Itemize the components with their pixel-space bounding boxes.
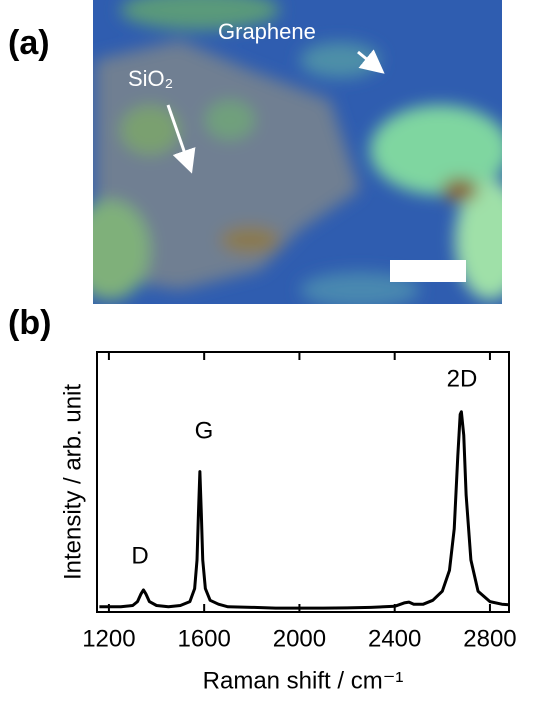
image-label: Graphene (218, 19, 316, 44)
x-tick-label: 2800 (463, 625, 516, 652)
micrograph (93, 0, 502, 304)
x-tick-label: 2400 (368, 625, 421, 652)
x-tick-label: 2000 (273, 625, 326, 652)
plot-frame (96, 351, 510, 613)
peak-label: 2D (447, 365, 478, 392)
image-label: SiO₂ (128, 66, 173, 91)
spectrum-line (99, 410, 510, 610)
peak-label: D (131, 542, 148, 569)
panel-label: (a) (8, 24, 50, 62)
x-tick-label: 1200 (82, 625, 135, 652)
x-axis-label: Raman shift / cm⁻¹ (203, 667, 404, 694)
x-tick-label: 1600 (177, 625, 230, 652)
panel-label: (b) (8, 304, 51, 342)
peak-label: G (195, 417, 214, 444)
y-axis-label: Intensity / arb. unit (59, 384, 86, 580)
